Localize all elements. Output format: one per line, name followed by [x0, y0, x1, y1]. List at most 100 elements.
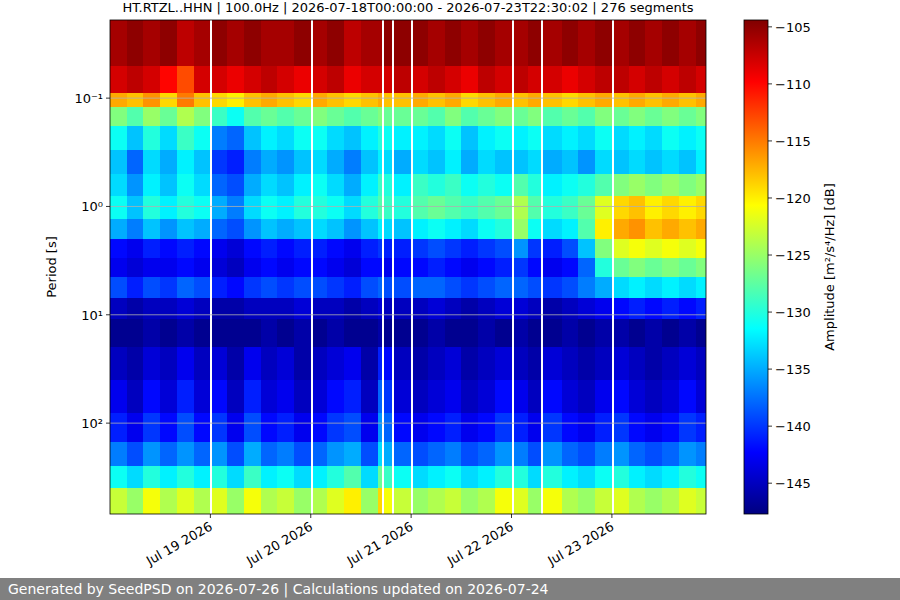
- cell: [294, 239, 311, 258]
- cell: [696, 196, 706, 219]
- cell: [595, 150, 612, 174]
- cell: [212, 196, 227, 219]
- cell: [143, 66, 160, 94]
- cell: [212, 488, 227, 514]
- cell: [461, 319, 478, 347]
- cell: [361, 466, 378, 488]
- cell: [543, 413, 562, 443]
- cell: [143, 488, 160, 514]
- cell: [313, 219, 328, 239]
- cell: [294, 488, 311, 514]
- cell: [662, 66, 679, 94]
- cell: [614, 277, 629, 298]
- cell: [227, 319, 244, 347]
- cell: [110, 20, 127, 66]
- cell: [495, 347, 512, 380]
- cell: [194, 319, 211, 347]
- cell: [277, 196, 294, 219]
- cell: [696, 219, 706, 239]
- cell: [578, 66, 595, 94]
- cell: [543, 298, 562, 319]
- cell: [614, 174, 629, 196]
- cell: [227, 413, 244, 443]
- cell: [394, 239, 411, 258]
- cell: [645, 442, 662, 466]
- cell: [562, 150, 579, 174]
- cell: [127, 258, 144, 277]
- cell: [143, 126, 160, 150]
- cell: [227, 107, 244, 126]
- cell: [394, 413, 411, 443]
- cell: [160, 277, 177, 298]
- cell: [394, 466, 411, 488]
- colorbar-tick-label: −115: [775, 134, 811, 149]
- cell: [327, 442, 344, 466]
- cell: [143, 380, 160, 413]
- cell: [212, 239, 227, 258]
- cell: [244, 126, 261, 150]
- cell: [160, 258, 177, 277]
- cell: [478, 66, 495, 94]
- cell: [394, 298, 411, 319]
- cell: [413, 239, 428, 258]
- cell: [294, 174, 311, 196]
- cell: [461, 174, 478, 196]
- cell: [177, 126, 194, 150]
- cell: [294, 298, 311, 319]
- cell: [445, 126, 462, 150]
- cell: [413, 174, 428, 196]
- cell: [478, 126, 495, 150]
- cell: [177, 466, 194, 488]
- cell: [528, 442, 541, 466]
- cell: [227, 20, 244, 66]
- cell: [562, 66, 579, 94]
- cell: [384, 196, 392, 219]
- cell: [696, 442, 706, 466]
- cell: [445, 219, 462, 239]
- cell: [394, 380, 411, 413]
- cell: [595, 413, 612, 443]
- cell: [578, 219, 595, 239]
- cell: [562, 380, 579, 413]
- cell: [361, 219, 378, 239]
- cell: [595, 466, 612, 488]
- cell: [212, 413, 227, 443]
- cell: [294, 277, 311, 298]
- cell: [445, 277, 462, 298]
- cell: [384, 319, 392, 347]
- cell: [562, 93, 579, 107]
- cell: [645, 298, 662, 319]
- cell: [194, 413, 211, 443]
- cell: [662, 466, 679, 488]
- cell: [110, 466, 127, 488]
- grid-line: [110, 314, 706, 315]
- cell: [313, 466, 328, 488]
- cell: [227, 93, 244, 107]
- cell: [361, 413, 378, 443]
- cell: [514, 174, 529, 196]
- cell: [344, 488, 361, 514]
- cell: [127, 239, 144, 258]
- cell: [378, 20, 382, 66]
- cell: [578, 174, 595, 196]
- cell: [127, 196, 144, 219]
- cell: [177, 174, 194, 196]
- cell: [361, 126, 378, 150]
- cell: [578, 20, 595, 66]
- cell: [413, 347, 428, 380]
- cell: [614, 413, 629, 443]
- cell: [578, 488, 595, 514]
- cell: [514, 466, 529, 488]
- cell: [543, 66, 562, 94]
- cell: [614, 488, 629, 514]
- cell: [629, 413, 646, 443]
- cell: [413, 319, 428, 347]
- cell: [313, 196, 328, 219]
- cell: [378, 258, 382, 277]
- cell: [428, 277, 445, 298]
- cell: [478, 258, 495, 277]
- cell: [614, 442, 629, 466]
- cell: [294, 219, 311, 239]
- cell: [143, 93, 160, 107]
- cell: [294, 126, 311, 150]
